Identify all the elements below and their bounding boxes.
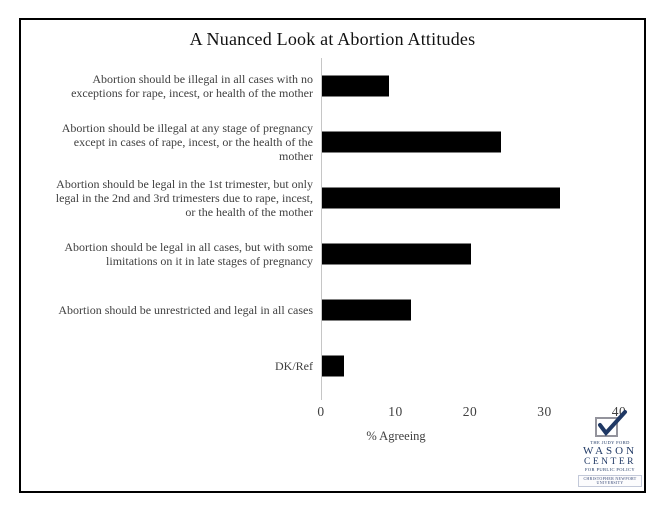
bar-track <box>321 338 644 394</box>
logo-line-judy-ford: THE JUDY FORD <box>590 439 630 445</box>
category-label: Abortion should be legal in the 1st trim… <box>55 177 313 219</box>
logo-banner-university: CHRISTOPHER NEWPORT UNIVERSITY <box>578 474 642 487</box>
x-axis-ticks: 0 10 20 30 40 <box>21 404 644 424</box>
x-tick-label: 30 <box>537 404 552 419</box>
bar-row: Abortion should be unrestricted and lega… <box>21 282 644 338</box>
logo-line-center: CENTER <box>584 456 636 467</box>
chart-frame: A Nuanced Look at Abortion Attitudes Abo… <box>19 18 646 493</box>
bar <box>322 75 389 97</box>
bar-track <box>321 282 644 338</box>
bar <box>322 131 501 153</box>
category-axis-line <box>321 58 322 400</box>
category-label: Abortion should be illegal in all cases … <box>71 72 313 100</box>
category-label: Abortion should be unrestricted and lega… <box>58 303 313 317</box>
logo-line-wason: WASON <box>582 445 638 458</box>
bar-row: DK/Ref <box>21 338 644 394</box>
logo-line-public-policy: FOR PUBLIC POLICY <box>584 466 636 472</box>
bar <box>322 299 412 321</box>
bar-rows: Abortion should be illegal in all cases … <box>21 58 644 394</box>
x-tick-label: 10 <box>388 404 403 419</box>
category-label: Abortion should be illegal at any stage … <box>61 121 313 163</box>
category-label: DK/Ref <box>275 359 313 373</box>
chart-title: A Nuanced Look at Abortion Attitudes <box>189 29 476 49</box>
category-label: Abortion should be legal in all cases, b… <box>64 240 313 268</box>
bar <box>322 187 561 209</box>
bar-row: Abortion should be illegal at any stage … <box>21 114 644 170</box>
wason-center-logo: THE JUDY FORD WASON CENTER FOR PUBLIC PO… <box>578 409 642 487</box>
x-tick-label: 20 <box>462 404 478 419</box>
bar-row: Abortion should be legal in all cases, b… <box>21 226 644 282</box>
bar-row: Abortion should be legal in the 1st trim… <box>21 170 644 226</box>
bar-track <box>321 170 644 226</box>
x-axis-title: % Agreeing <box>366 429 426 443</box>
bar-row: Abortion should be illegal in all cases … <box>21 58 644 114</box>
bar-track <box>321 226 644 282</box>
bar <box>322 243 471 265</box>
bar <box>322 355 345 377</box>
bar-track <box>321 58 644 114</box>
x-tick-label: 0 <box>317 404 325 419</box>
checkbox-check-icon <box>595 409 627 437</box>
bar-track <box>321 114 644 170</box>
